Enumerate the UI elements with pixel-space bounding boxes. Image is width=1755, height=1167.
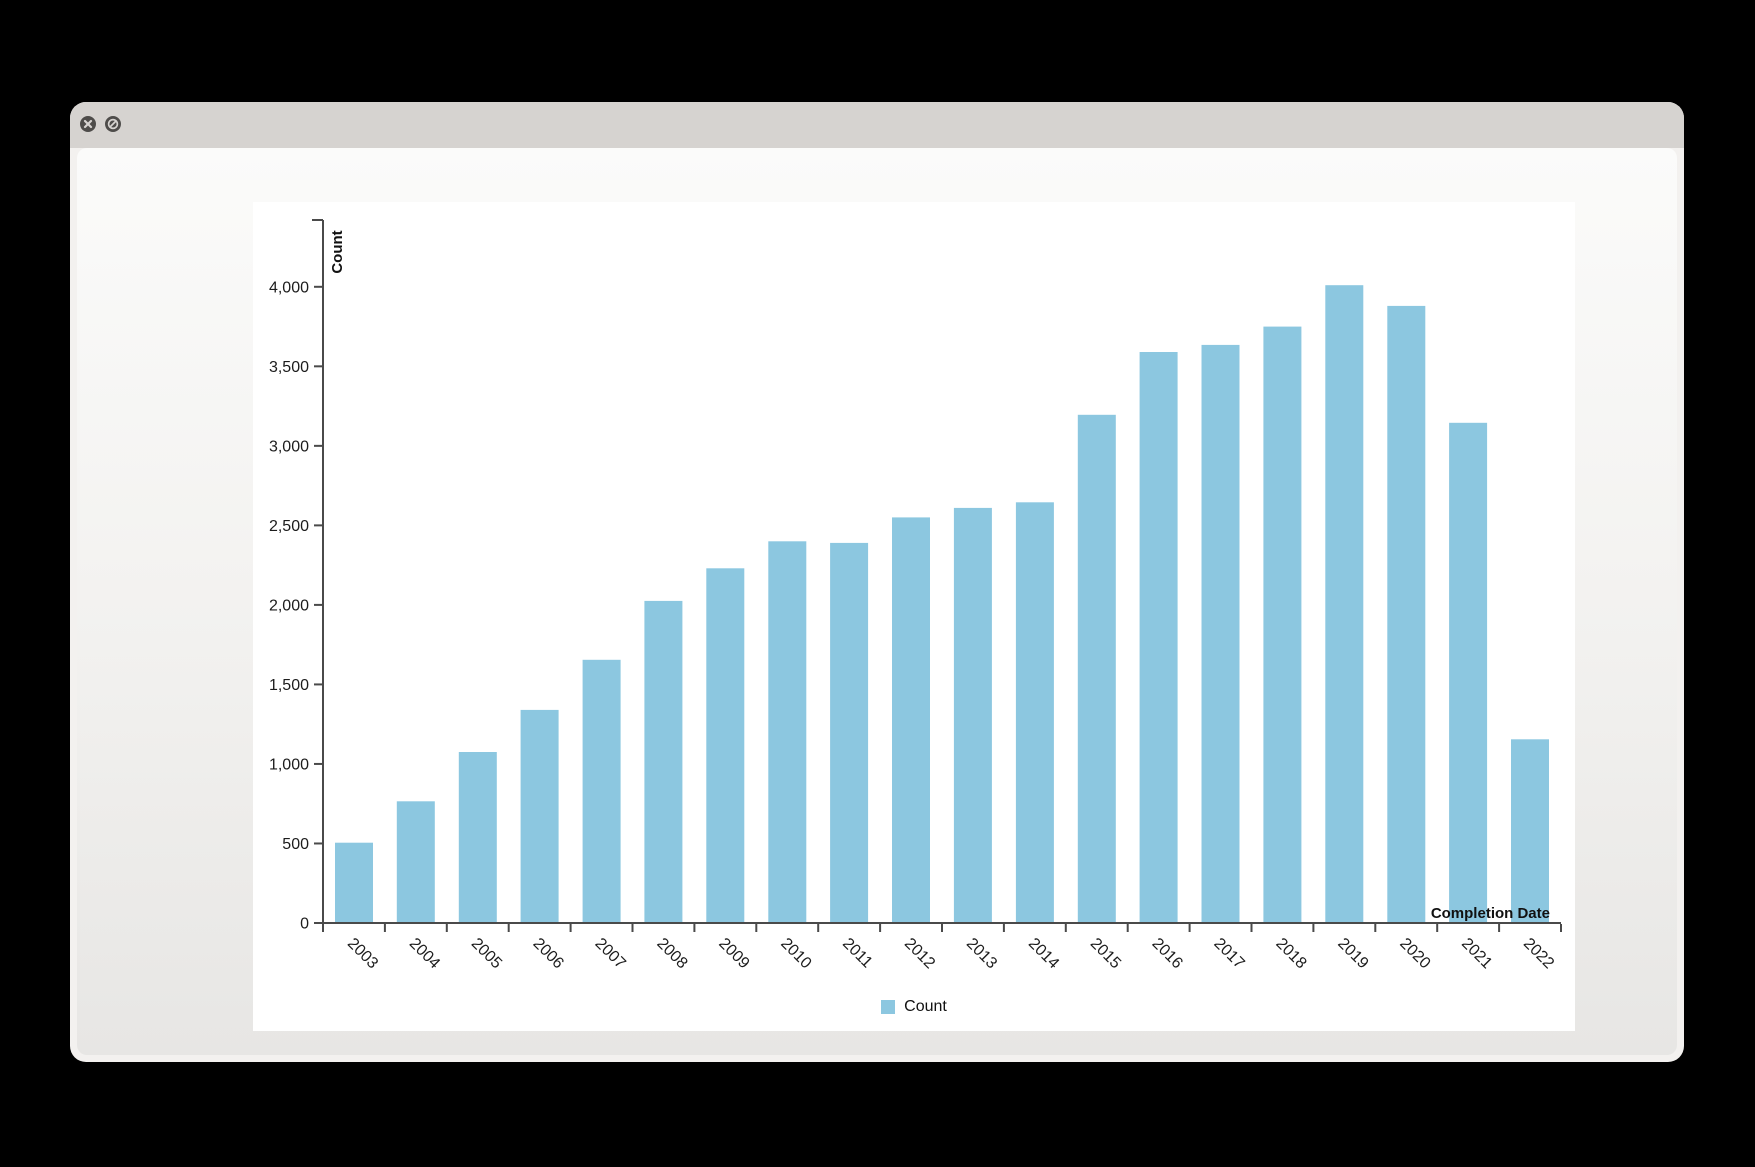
x-tick-label-2008: 2008 — [653, 935, 690, 972]
x-tick-label-2018: 2018 — [1272, 935, 1309, 972]
bar-2015 — [1077, 414, 1116, 923]
y-tick-label: 3,500 — [269, 359, 309, 376]
window-controls — [80, 116, 121, 132]
y-tick-label: 0 — [300, 916, 309, 933]
x-tick-label-2009: 2009 — [715, 935, 752, 972]
bar-2017 — [1201, 344, 1240, 923]
x-tick-label-2015: 2015 — [1087, 935, 1124, 972]
bar-2010 — [768, 541, 807, 923]
x-tick-label-2004: 2004 — [406, 935, 443, 972]
bar-2020 — [1387, 305, 1426, 923]
chart-legend: Count — [253, 998, 1575, 1016]
app-window: 0 500 1,000 1,500 2,000 2,500 3,000 3,500 4,000 2… — [70, 102, 1684, 1062]
bar-2003 — [335, 842, 373, 923]
x-tick-label-2007: 2007 — [592, 935, 629, 972]
bar-2004 — [396, 801, 435, 923]
bar-2007 — [582, 659, 621, 923]
x-tick-label-2012: 2012 — [901, 935, 938, 972]
x-tick-label-2013: 2013 — [963, 935, 1000, 972]
bar-chart: 0 500 1,000 1,500 2,000 2,500 3,000 3,500 4,000 2… — [269, 219, 1562, 972]
y-axis-title: Count — [329, 230, 346, 273]
y-tick-label: 2,000 — [269, 597, 309, 614]
bar-2019 — [1325, 285, 1364, 923]
window-titlebar — [70, 102, 1684, 148]
x-tick-label-2010: 2010 — [777, 935, 814, 972]
y-tick-label: 3,000 — [269, 438, 309, 455]
bar-2018 — [1263, 326, 1302, 924]
x-tick-label-2020: 2020 — [1396, 935, 1433, 972]
close-button[interactable] — [80, 116, 96, 132]
bar-2022 — [1511, 739, 1549, 923]
bar-2006 — [520, 709, 559, 923]
bar-2014 — [1015, 502, 1054, 923]
bar-2008 — [644, 600, 683, 923]
bar-2013 — [953, 507, 992, 923]
circle-slash-icon — [107, 118, 119, 130]
x-tick-label-2016: 2016 — [1149, 935, 1186, 972]
y-tick-label: 1,500 — [269, 677, 309, 694]
bar-2016 — [1139, 352, 1178, 923]
y-tick-label: 4,000 — [269, 279, 309, 296]
bar-2009 — [706, 568, 745, 923]
x-axis-title: Completion Date — [1431, 905, 1550, 922]
legend-swatch — [881, 1000, 896, 1014]
y-tick-label: 1,000 — [269, 756, 309, 773]
chart-panel: 0 500 1,000 1,500 2,000 2,500 3,000 3,500 4,000 2… — [253, 202, 1575, 1031]
x-tick-label-2005: 2005 — [468, 935, 505, 972]
bar-2021 — [1449, 422, 1488, 923]
block-button[interactable] — [105, 116, 121, 132]
x-tick-label-2017: 2017 — [1210, 935, 1247, 972]
x-tick-label-2006: 2006 — [530, 935, 567, 972]
y-tick-label: 2,500 — [269, 518, 309, 535]
x-tick-label-2022: 2022 — [1520, 935, 1557, 972]
bar-2005 — [458, 752, 497, 923]
y-tick-label: 500 — [282, 836, 309, 853]
legend-label: Count — [904, 998, 947, 1015]
x-tick-label-2014: 2014 — [1025, 935, 1062, 972]
x-tick-label-2003: 2003 — [344, 935, 381, 972]
bar-2012 — [892, 517, 930, 923]
bar-2011 — [830, 542, 869, 923]
x-tick-label-2019: 2019 — [1334, 935, 1371, 972]
x-tick-label-2011: 2011 — [839, 935, 875, 971]
circle-x-icon — [83, 119, 93, 129]
x-tick-label-2021: 2021 — [1458, 935, 1495, 972]
